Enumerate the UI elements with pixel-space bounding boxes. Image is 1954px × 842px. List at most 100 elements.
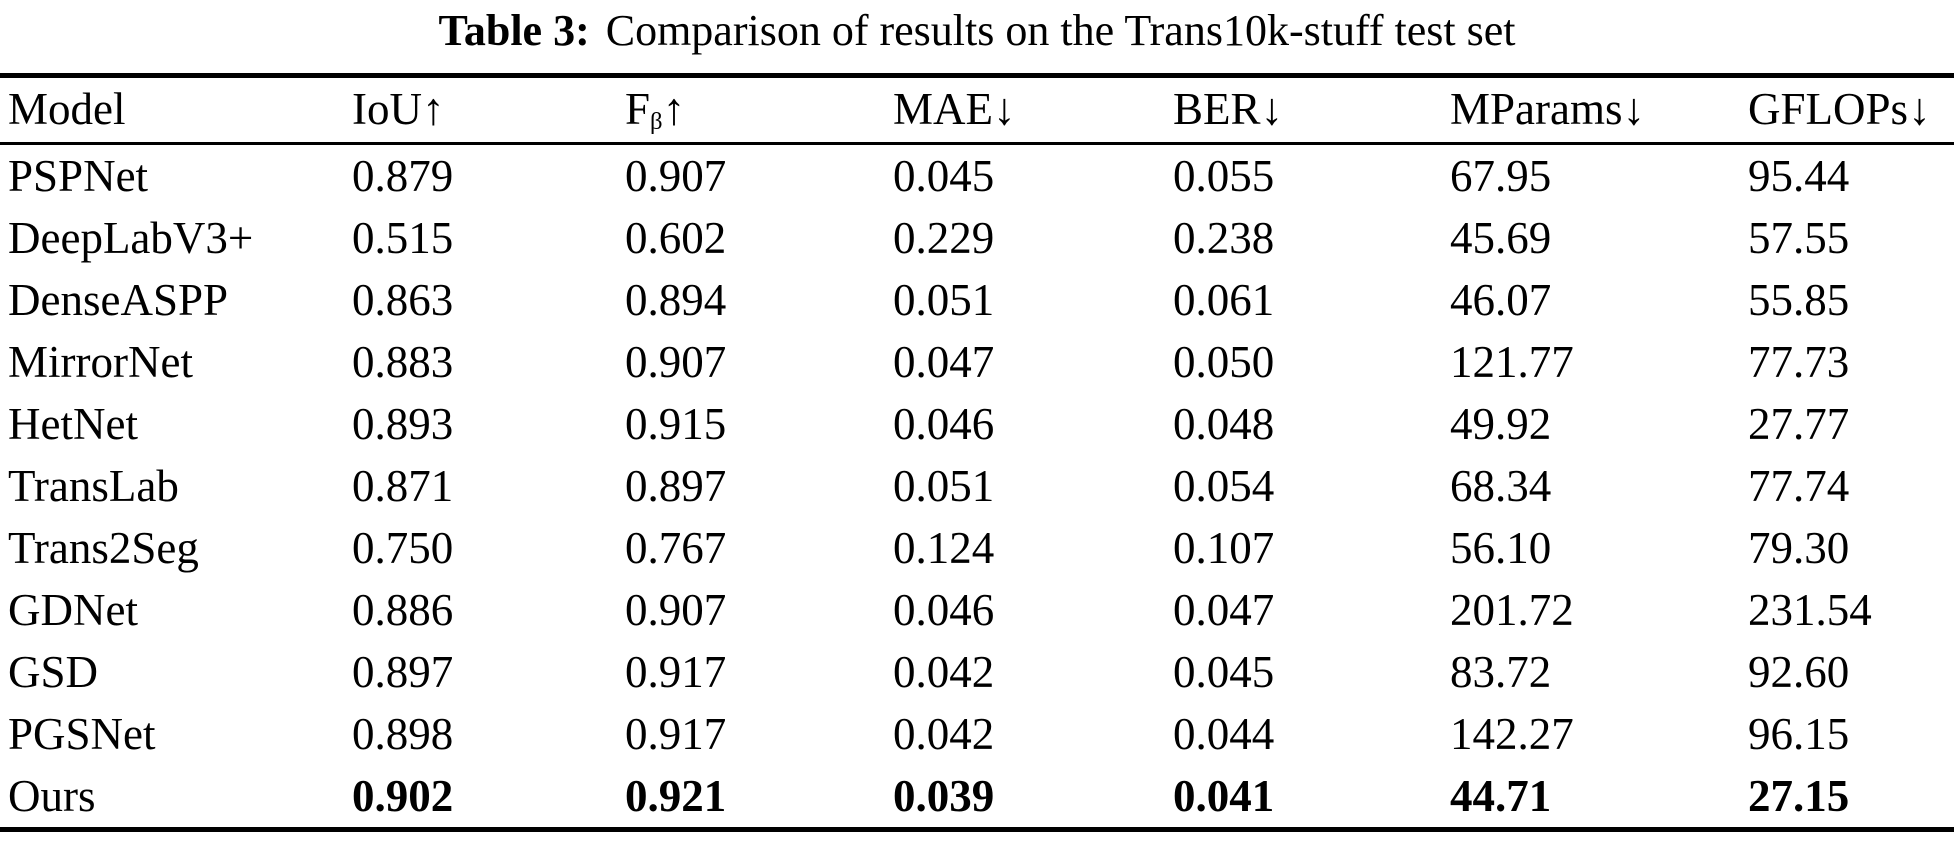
value-cell: 0.907: [625, 337, 727, 387]
down-arrow-icon: ↓: [993, 84, 1016, 134]
value-cell: 0.045: [1173, 647, 1275, 697]
table-row: HetNet 0.893 0.915 0.046 0.048 49.92 27.77: [0, 393, 1954, 455]
table-row: PGSNet 0.898 0.917 0.042 0.044 142.27 96.15: [0, 703, 1954, 765]
value-cell: 0.886: [352, 585, 454, 635]
value-cell: 0.863: [352, 275, 454, 325]
value-cell: 44.71: [1450, 771, 1552, 821]
up-arrow-icon: ↑: [421, 84, 445, 134]
table-row: DenseASPP 0.863 0.894 0.051 0.061 46.07 55.85: [0, 269, 1954, 331]
value-cell: 56.10: [1450, 523, 1552, 573]
value-cell: 0.050: [1173, 337, 1275, 387]
table-row: PSPNet 0.879 0.907 0.045 0.055 67.95 95.44: [0, 145, 1954, 207]
header-cell-mae: MAE↓: [893, 87, 1173, 142]
table-header-row: Model IoU↑ Fβ↑ MAE↓ BER↓ MParams↓ GFLOPs↓: [0, 78, 1954, 145]
value-cell: 45.69: [1450, 213, 1552, 263]
table-row: Ours 0.902 0.921 0.039 0.041 44.71 27.15: [0, 765, 1954, 827]
value-cell: 77.74: [1748, 461, 1850, 511]
value-cell: 95.44: [1748, 151, 1850, 201]
table-caption-text: Comparison of results on the Trans10k-st…: [605, 6, 1516, 55]
value-cell: 0.893: [352, 399, 454, 449]
value-cell: 27.77: [1748, 399, 1850, 449]
value-cell: 0.894: [625, 275, 727, 325]
value-cell: 0.238: [1173, 213, 1275, 263]
results-table: Model IoU↑ Fβ↑ MAE↓ BER↓ MParams↓ GFLOPs↓ PSPN…: [0, 73, 1954, 832]
model-cell: Ours: [8, 771, 96, 821]
down-arrow-icon: ↓: [1908, 84, 1931, 134]
model-cell: TransLab: [8, 461, 179, 511]
value-cell: 0.907: [625, 585, 727, 635]
value-cell: 231.54: [1748, 585, 1872, 635]
value-cell: 0.055: [1173, 151, 1275, 201]
value-cell: 0.602: [625, 213, 727, 263]
table-caption-label: Table 3:: [438, 6, 590, 55]
header-cell-model: Model: [8, 87, 352, 142]
value-cell: 92.60: [1748, 647, 1850, 697]
value-cell: 0.907: [625, 151, 727, 201]
value-cell: 79.30: [1748, 523, 1850, 573]
header-label: MAE: [893, 84, 993, 134]
value-cell: 0.917: [625, 647, 727, 697]
value-cell: 0.061: [1173, 275, 1275, 325]
model-cell: PSPNet: [8, 151, 149, 201]
model-cell: GSD: [8, 647, 99, 697]
value-cell: 0.897: [625, 461, 727, 511]
value-cell: 0.044: [1173, 709, 1275, 759]
down-arrow-icon: ↓: [1260, 84, 1284, 134]
model-cell: PGSNet: [8, 709, 156, 759]
table-body: PSPNet 0.879 0.907 0.045 0.055 67.95 95.44 Deep…: [0, 145, 1954, 827]
value-cell: 0.042: [893, 647, 995, 697]
value-cell: 0.047: [893, 337, 995, 387]
model-cell: HetNet: [8, 399, 138, 449]
value-cell: 0.229: [893, 213, 995, 263]
value-cell: 55.85: [1748, 275, 1850, 325]
down-arrow-icon: ↓: [1622, 84, 1646, 134]
value-cell: 0.045: [893, 151, 995, 201]
value-cell: 0.046: [893, 399, 995, 449]
header-cell-gflops: GFLOPs↓: [1748, 87, 1954, 142]
model-cell: Trans2Seg: [8, 523, 199, 573]
value-cell: 0.046: [893, 585, 995, 635]
model-cell: DeepLabV3+: [8, 213, 254, 263]
table-row: Trans2Seg 0.750 0.767 0.124 0.107 56.10 79.30: [0, 517, 1954, 579]
table-caption: Table 3: Comparison of results on the Tra…: [0, 2, 1954, 60]
value-cell: 121.77: [1450, 337, 1574, 387]
value-cell: 0.042: [893, 709, 995, 759]
value-cell: 0.898: [352, 709, 454, 759]
value-cell: 0.883: [352, 337, 454, 387]
value-cell: 57.55: [1748, 213, 1850, 263]
value-cell: 0.048: [1173, 399, 1275, 449]
value-cell: 0.107: [1173, 523, 1275, 573]
value-cell: 77.73: [1748, 337, 1850, 387]
value-cell: 0.879: [352, 151, 454, 201]
value-cell: 201.72: [1450, 585, 1574, 635]
value-cell: 0.897: [352, 647, 454, 697]
header-label: IoU: [352, 84, 422, 134]
value-cell: 0.515: [352, 213, 454, 263]
value-cell: 0.921: [625, 771, 727, 821]
value-cell: 68.34: [1450, 461, 1552, 511]
value-cell: 142.27: [1450, 709, 1574, 759]
header-label: BER: [1173, 84, 1261, 134]
value-cell: 0.750: [352, 523, 454, 573]
header-cell-iou: IoU↑: [352, 87, 625, 142]
value-cell: 0.054: [1173, 461, 1275, 511]
value-cell: 0.051: [893, 275, 995, 325]
header-cell-ber: BER↓: [1173, 87, 1450, 142]
table-row: GSD 0.897 0.917 0.042 0.045 83.72 92.60: [0, 641, 1954, 703]
value-cell: 0.767: [625, 523, 727, 573]
value-cell: 96.15: [1748, 709, 1850, 759]
header-label: GFLOPs: [1748, 84, 1909, 134]
value-cell: 0.047: [1173, 585, 1275, 635]
value-cell: 83.72: [1450, 647, 1552, 697]
value-cell: 27.15: [1748, 771, 1850, 821]
header-subscript: β: [650, 108, 663, 136]
table-row: MirrorNet 0.883 0.907 0.047 0.050 121.77 77.73: [0, 331, 1954, 393]
value-cell: 0.871: [352, 461, 454, 511]
table-row: DeepLabV3+ 0.515 0.602 0.229 0.238 45.69 57.55: [0, 207, 1954, 269]
value-cell: 0.124: [893, 523, 995, 573]
value-cell: 0.915: [625, 399, 727, 449]
header-label: Model: [8, 84, 126, 134]
up-arrow-icon: ↑: [662, 84, 686, 134]
header-cell-f: Fβ↑: [625, 87, 893, 142]
